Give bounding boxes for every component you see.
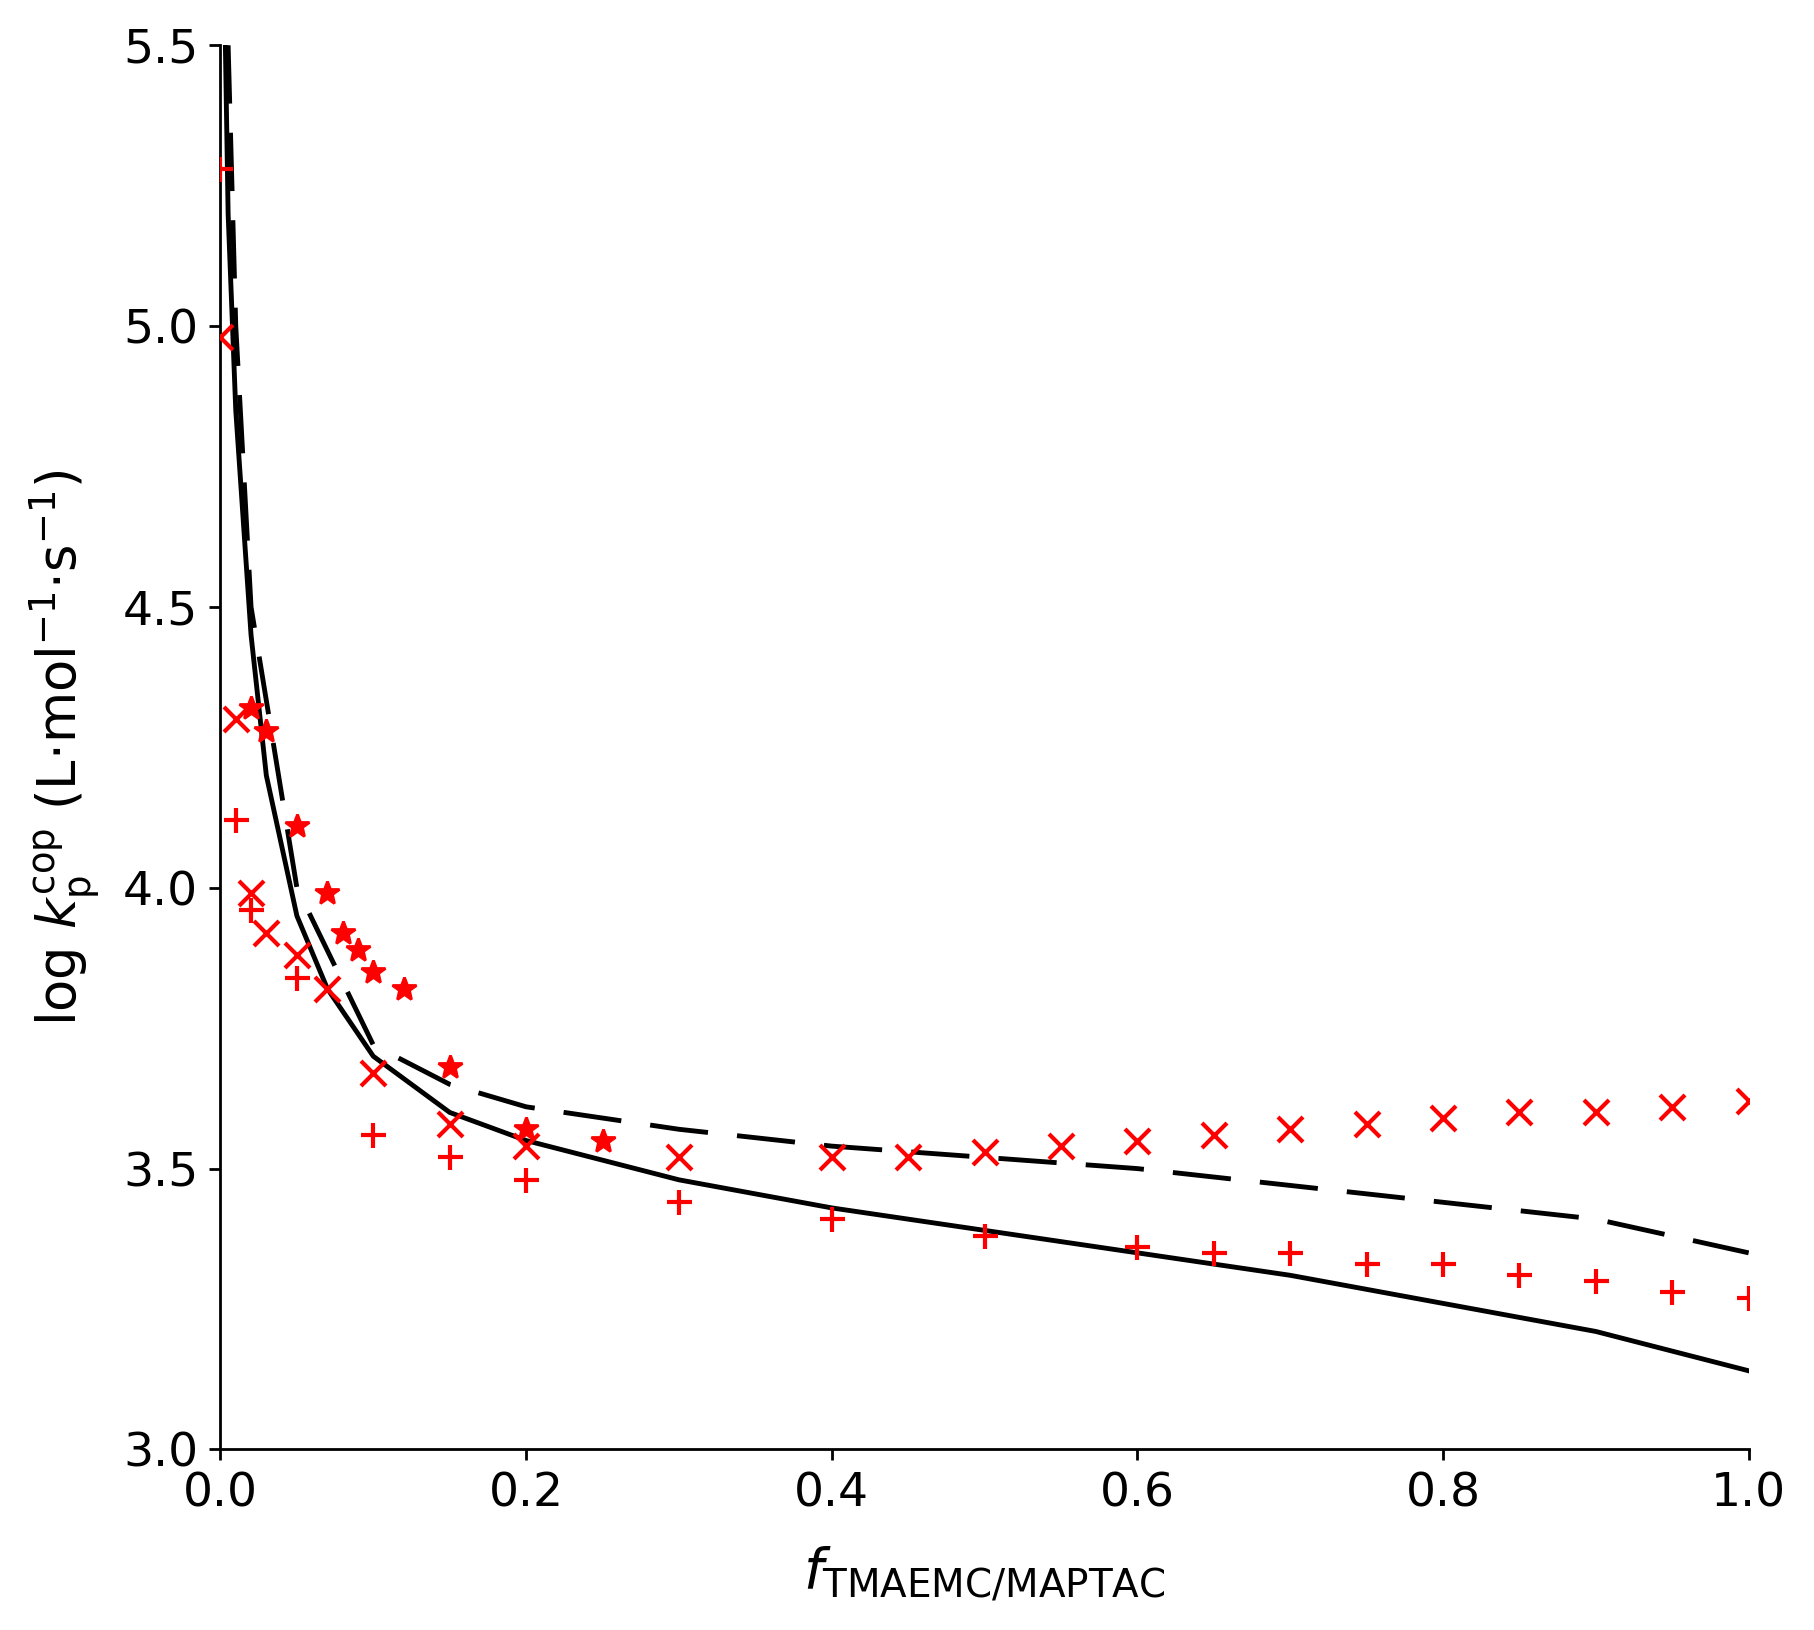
Y-axis label: log $k_{\mathrm{p}}^{\mathrm{cop}}$ (L$\cdot$mol$^{-1}$$\cdot$s$^{-1}$): log $k_{\mathrm{p}}^{\mathrm{cop}}$ (L$\… — [27, 469, 102, 1025]
X-axis label: $f_{\mathrm{TMAEMC/MAPTAC}}$: $f_{\mathrm{TMAEMC/MAPTAC}}$ — [804, 1544, 1166, 1602]
